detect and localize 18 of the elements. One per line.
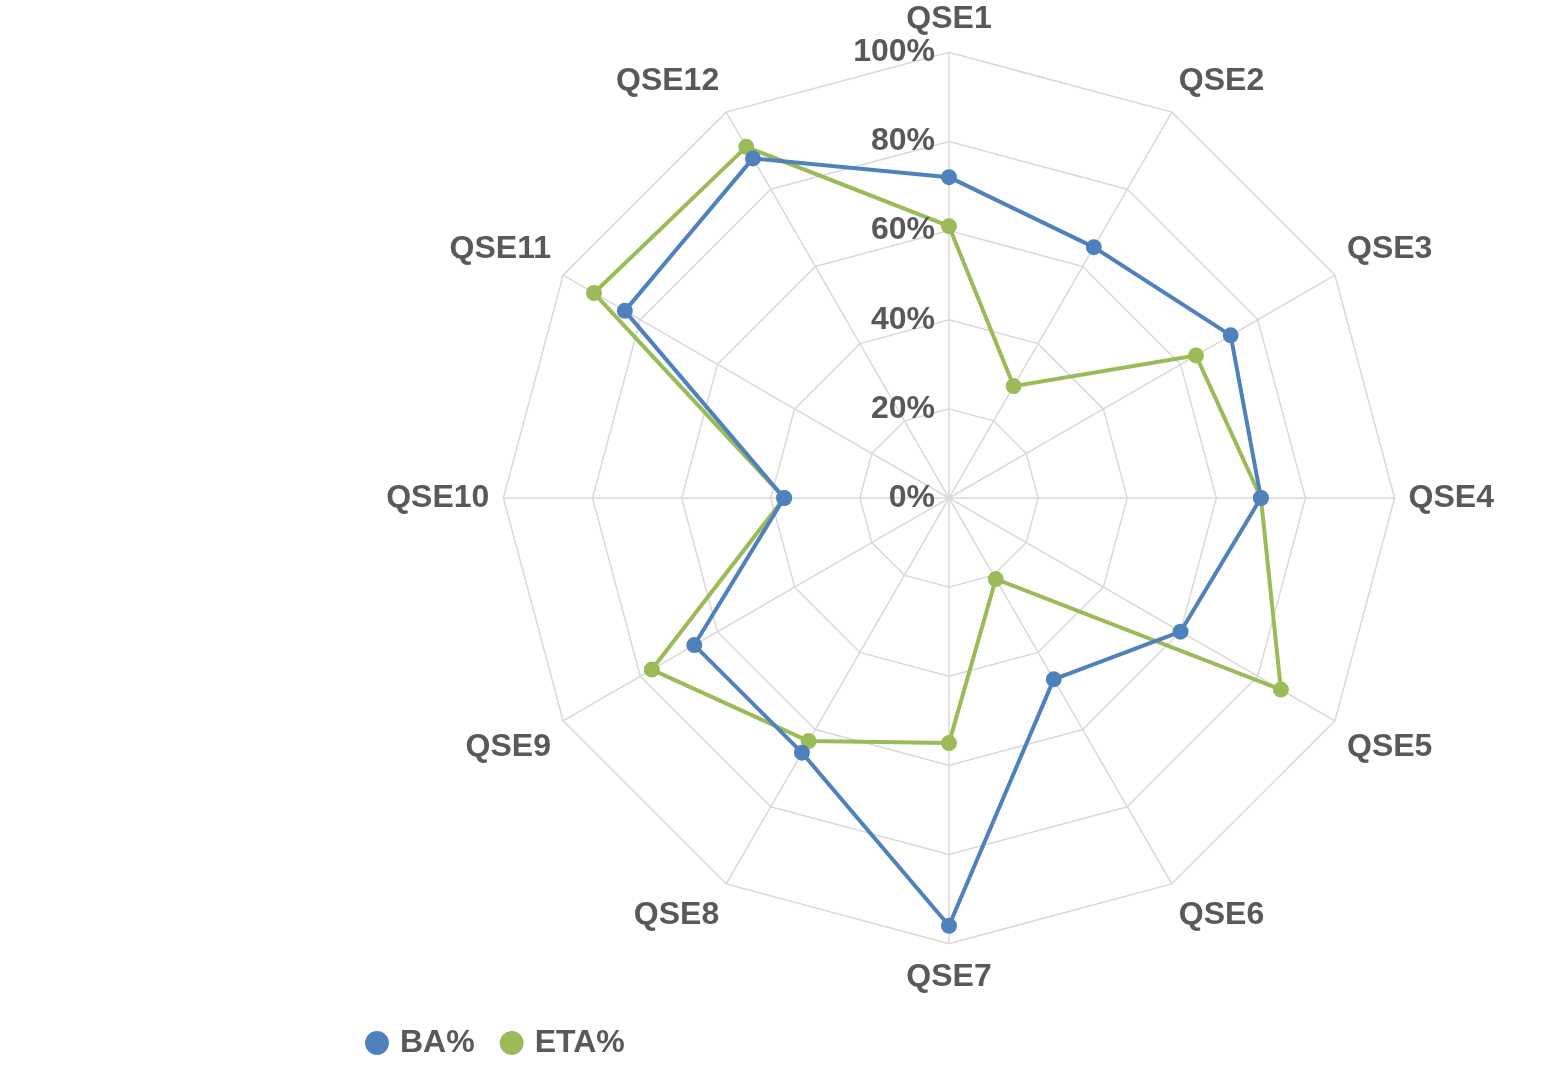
spoke-label: QSE6 [1178, 895, 1265, 932]
y-tick-label: 0% [888, 477, 935, 514]
y-tick-label: 60% [870, 210, 935, 247]
y-tick-label: 20% [870, 388, 935, 425]
y-tick-label: 80% [870, 121, 935, 158]
legend-label: ETA% [534, 1022, 625, 1059]
spoke-label: QSE2 [1178, 60, 1265, 97]
spoke-label: QSE7 [906, 956, 992, 993]
legend-label: BA% [400, 1022, 475, 1059]
y-tick-label: 40% [870, 299, 935, 336]
spoke-label: QSE12 [616, 60, 720, 97]
spoke-label: QSE4 [1408, 477, 1495, 514]
spoke-label: QSE3 [1347, 228, 1433, 265]
spoke-label: QSE5 [1347, 726, 1433, 763]
spoke-label: QSE10 [386, 477, 490, 514]
spoke-label: QSE8 [633, 895, 720, 932]
spoke-label: QSE11 [449, 228, 551, 265]
spoke-label: QSE9 [465, 726, 551, 763]
